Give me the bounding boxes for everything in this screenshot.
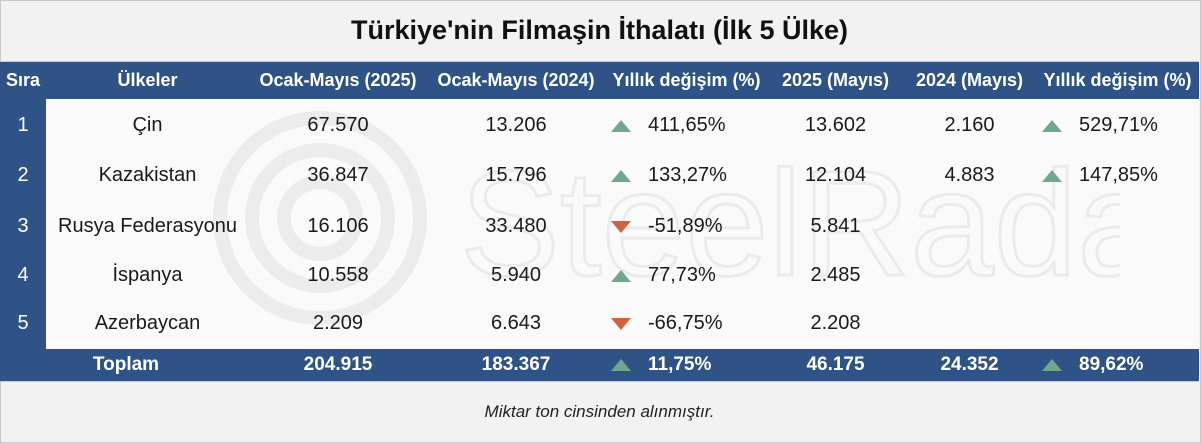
annual-change-1-cell-value: 411,65% — [648, 114, 726, 136]
total-annual-change-1: 11,75% — [610, 349, 768, 381]
total-jan-may-2025: 204.915 — [303, 354, 373, 375]
annual-change-2-cell-value: 529,71% — [1079, 114, 1158, 136]
may-2024-cell — [903, 251, 1036, 300]
up-arrow-icon — [611, 359, 631, 371]
up-arrow-icon — [611, 169, 631, 182]
total-annual-change-2-value: 89,62% — [1079, 354, 1144, 375]
annual-change-1-cell: 411,65% — [610, 101, 768, 150]
may-2024-cell — [903, 299, 1036, 348]
country-cell: Rusya Federasyonu — [58, 215, 237, 237]
table-row: 2 Kazakistan 36.847 15.796 133,27% 12.104 4.88… — [0, 151, 1199, 200]
table-row: 1 Çin 67.570 13.206 411,65% 13.602 2.160 529,71… — [0, 101, 1199, 150]
total-divider — [0, 381, 1199, 382]
jan-may-2024-cell: 5.940 — [490, 264, 542, 286]
rank-cell: 3 — [17, 215, 29, 237]
total-annual-change-1-value: 11,75% — [648, 354, 712, 375]
header-may-2025: 2025 (Mayıs) — [781, 70, 890, 90]
may-2025-cell: 2.485 — [810, 264, 861, 286]
rank-cell: 1 — [17, 114, 29, 136]
header-annual-change-1: Yıllık değişim (%) — [612, 70, 761, 90]
country-cell: İspanya — [112, 264, 183, 286]
annual-change-1-cell-value: 133,27% — [648, 164, 727, 186]
may-2025-cell: 2.208 — [810, 312, 861, 334]
rank-column — [0, 99, 46, 349]
table-row: 4 İspanya 10.558 5.940 77,73% 2.485 — [0, 251, 1199, 300]
header-annual-change-2: Yıllık değişim (%) — [1043, 70, 1192, 90]
jan-may-2024-cell: 15.796 — [485, 164, 547, 186]
total-jan-may-2024: 183.367 — [481, 354, 551, 375]
rank-cell: 2 — [17, 164, 29, 186]
may-2025-cell: 13.602 — [804, 114, 867, 136]
header-country: Ülkeler — [117, 70, 178, 90]
annual-change-1-cell: 77,73% — [610, 251, 768, 300]
total-row: Toplam 204.915 183.367 11,75% 46.175 24.… — [0, 349, 1199, 381]
header-rank: Sıra — [5, 70, 41, 90]
rank-cell: 5 — [17, 312, 29, 334]
jan-may-2025-cell: 10.558 — [307, 264, 369, 286]
annual-change-1-cell-value: 77,73% — [648, 264, 716, 286]
annual-change-2-cell — [1041, 299, 1199, 348]
total-label: Toplam — [92, 354, 160, 375]
down-arrow-icon — [611, 317, 631, 330]
jan-may-2025-cell: 2.209 — [312, 312, 364, 334]
annual-change-2-cell: 529,71% — [1041, 101, 1199, 150]
jan-may-2024-cell: 13.206 — [485, 114, 547, 136]
up-arrow-icon — [1042, 119, 1062, 132]
table-row: 3 Rusya Federasyonu 16.106 33.480 -51,89% 5.8… — [0, 202, 1199, 251]
total-may-2025: 46.175 — [806, 354, 865, 375]
rank-cell: 4 — [17, 264, 29, 286]
up-arrow-icon — [1042, 359, 1062, 371]
annual-change-2-cell-value: 147,85% — [1079, 164, 1158, 186]
jan-may-2025-cell: 67.570 — [307, 114, 369, 136]
header-jan-may-2024: Ocak-Mayıs (2024) — [437, 70, 595, 90]
country-cell: Kazakistan — [98, 164, 197, 186]
annual-change-2-cell: 147,85% — [1041, 151, 1199, 200]
annual-change-2-cell — [1041, 202, 1199, 251]
may-2024-cell — [903, 202, 1036, 251]
total-annual-change-2: 89,62% — [1041, 349, 1199, 381]
down-arrow-icon — [611, 220, 631, 233]
up-arrow-icon — [1042, 169, 1062, 182]
title-divider — [0, 61, 1199, 62]
table-header: Sıra Ülkeler Ocak-Mayıs (2025) Ocak-Mayı… — [0, 62, 1199, 99]
table-row: 5 Azerbaycan 2.209 6.643 -66,75% 2.208 — [0, 299, 1199, 348]
country-cell: Azerbaycan — [94, 312, 201, 334]
jan-may-2025-cell: 16.106 — [307, 215, 369, 237]
header-jan-may-2025: Ocak-Mayıs (2025) — [259, 70, 417, 90]
may-2024-cell: 4.883 — [944, 164, 995, 186]
annual-change-1-cell: 133,27% — [610, 151, 768, 200]
annual-change-1-cell: -66,75% — [610, 299, 768, 348]
may-2024-cell: 2.160 — [944, 114, 995, 136]
annual-change-1-cell-value: -66,75% — [648, 312, 723, 334]
up-arrow-icon — [611, 119, 631, 132]
footnote: Miktar ton cinsinden alınmıştır. — [484, 402, 715, 421]
header-may-2024: 2024 (Mayıs) — [915, 70, 1024, 90]
page-title: Türkiye'nin Filmaşin İthalatı (İlk 5 Ülk… — [350, 14, 849, 45]
country-cell: Çin — [132, 114, 163, 136]
may-2025-cell: 5.841 — [810, 215, 861, 237]
jan-may-2025-cell: 36.847 — [307, 164, 369, 186]
total-may-2024: 24.352 — [940, 354, 999, 375]
annual-change-2-cell — [1041, 251, 1199, 300]
jan-may-2024-cell: 6.643 — [490, 312, 542, 334]
up-arrow-icon — [611, 269, 631, 282]
may-2025-cell: 12.104 — [804, 164, 867, 186]
annual-change-1-cell-value: -51,89% — [648, 215, 723, 237]
jan-may-2024-cell: 33.480 — [485, 215, 547, 237]
annual-change-1-cell: -51,89% — [610, 202, 768, 251]
